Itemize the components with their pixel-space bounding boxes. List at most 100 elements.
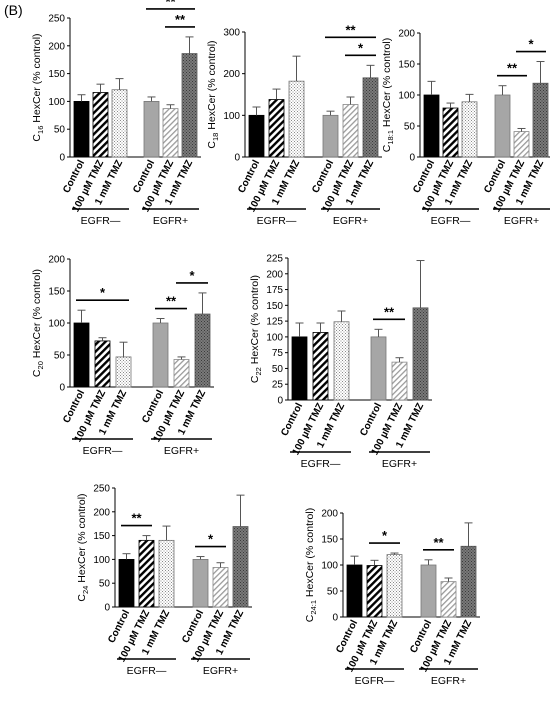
bar bbox=[370, 336, 387, 401]
group-label: EGFR— bbox=[81, 215, 121, 227]
bar bbox=[412, 307, 429, 401]
y-tick-label: 150 bbox=[48, 287, 65, 298]
significance-label: ** bbox=[384, 304, 395, 319]
y-tick-label: 100 bbox=[48, 97, 65, 108]
y-tick-label: 200 bbox=[48, 41, 65, 52]
y-axis-label: C18 HexCer (% control) bbox=[206, 40, 220, 148]
significance-label: * bbox=[358, 40, 364, 55]
y-tick-label: 150 bbox=[48, 69, 65, 80]
bar bbox=[138, 539, 155, 608]
bar bbox=[288, 80, 305, 158]
bar bbox=[162, 108, 179, 158]
y-tick-label: 250 bbox=[93, 484, 110, 495]
bar bbox=[366, 565, 383, 618]
y-tick-label: 0 bbox=[277, 396, 283, 407]
y-tick-label: 25 bbox=[272, 380, 284, 391]
bar bbox=[291, 336, 308, 401]
bar bbox=[73, 322, 90, 388]
y-tick-label: 150 bbox=[398, 60, 415, 71]
bar bbox=[362, 77, 379, 158]
group-label: EGFR— bbox=[257, 215, 297, 227]
significance-label: ** bbox=[131, 511, 142, 526]
bar bbox=[342, 104, 359, 158]
y-tick-label: 50 bbox=[54, 125, 66, 136]
y-tick-label: 50 bbox=[327, 587, 339, 598]
significance-label: ** bbox=[165, 0, 176, 9]
y-tick-label: 0 bbox=[332, 613, 338, 624]
y-tick-label: 200 bbox=[48, 255, 65, 266]
bar bbox=[346, 564, 363, 618]
bar bbox=[423, 94, 440, 158]
bar bbox=[440, 581, 457, 618]
y-tick-label: 175 bbox=[266, 285, 283, 296]
bar bbox=[152, 322, 169, 388]
y-tick-label: 75 bbox=[272, 348, 284, 359]
bar bbox=[248, 114, 265, 158]
bar bbox=[173, 359, 190, 388]
y-tick-label: 200 bbox=[266, 269, 283, 280]
bar bbox=[461, 101, 478, 158]
group-label: EGFR+ bbox=[431, 675, 466, 687]
significance-label: ** bbox=[433, 535, 444, 550]
y-tick-label: 0 bbox=[104, 603, 110, 614]
y-tick-label: 0 bbox=[409, 153, 415, 164]
bar bbox=[312, 332, 329, 401]
significance-label: * bbox=[100, 285, 106, 300]
y-axis-label: C22 HexCer (% control) bbox=[249, 275, 263, 383]
y-axis-label: C16 HexCer (% control) bbox=[31, 33, 45, 141]
significance-label: ** bbox=[166, 294, 177, 309]
bar bbox=[94, 340, 111, 388]
y-tick-label: 100 bbox=[321, 561, 338, 572]
group-label: EGFR+ bbox=[504, 215, 539, 227]
group-label: EGFR— bbox=[431, 215, 471, 227]
bar bbox=[118, 559, 135, 608]
bar bbox=[143, 101, 160, 158]
bar bbox=[232, 526, 249, 608]
bar bbox=[194, 313, 211, 388]
bar bbox=[532, 82, 549, 158]
group-label: EGFR+ bbox=[203, 665, 238, 677]
y-tick-label: 0 bbox=[59, 383, 65, 394]
group-label: EGFR+ bbox=[333, 215, 368, 227]
y-tick-label: 150 bbox=[266, 301, 283, 312]
group-label: EGFR+ bbox=[164, 445, 199, 457]
y-tick-label: 200 bbox=[321, 509, 338, 520]
bar bbox=[92, 92, 109, 158]
bar bbox=[181, 53, 198, 158]
y-tick-label: 100 bbox=[398, 91, 415, 102]
bar bbox=[513, 131, 530, 158]
y-tick-label: 125 bbox=[266, 317, 283, 328]
significance-label: ** bbox=[345, 22, 356, 37]
y-tick-label: 50 bbox=[99, 579, 111, 590]
bar bbox=[333, 321, 350, 401]
y-tick-label: 225 bbox=[266, 254, 283, 265]
y-tick-label: 50 bbox=[54, 351, 66, 362]
bar bbox=[268, 99, 285, 158]
y-axis-label: C24 HexCer (% control) bbox=[76, 493, 90, 601]
group-label: EGFR+ bbox=[382, 458, 417, 470]
group-label: EGFR— bbox=[127, 665, 167, 677]
y-tick-label: 300 bbox=[223, 28, 240, 39]
y-tick-label: 100 bbox=[266, 332, 283, 343]
bar bbox=[386, 554, 403, 618]
y-tick-label: 150 bbox=[93, 531, 110, 542]
y-tick-label: 100 bbox=[48, 319, 65, 330]
significance-label: * bbox=[382, 528, 388, 543]
group-label: EGFR— bbox=[301, 458, 341, 470]
y-axis-label: C18:1 HexCer (% control) bbox=[381, 38, 395, 152]
bar bbox=[73, 101, 90, 158]
significance-label: ** bbox=[507, 61, 518, 76]
bar bbox=[111, 89, 128, 158]
panel-label: (B) bbox=[4, 2, 23, 18]
group-label: EGFR— bbox=[83, 445, 123, 457]
y-axis-label: C20 HexCer (% control) bbox=[31, 269, 45, 377]
significance-label: * bbox=[528, 37, 534, 52]
bar bbox=[391, 361, 408, 401]
